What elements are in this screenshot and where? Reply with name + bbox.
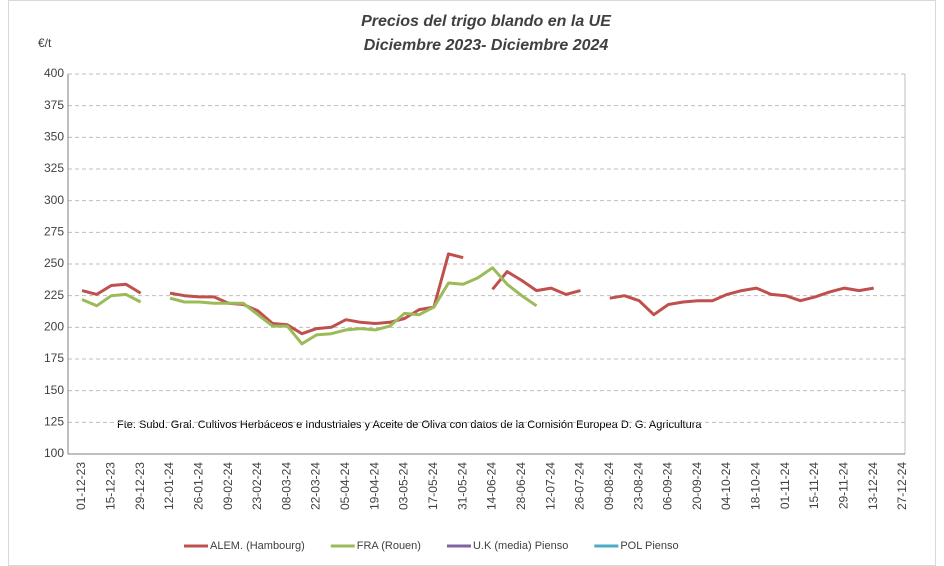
x-tick-label: 17-05-24	[426, 462, 440, 510]
x-tick-label: 12-07-24	[543, 462, 557, 510]
x-tick-label: 26-07-24	[573, 462, 587, 510]
y-tick-label: 325	[44, 161, 64, 175]
y-tick-label: 175	[44, 351, 64, 365]
x-tick-label: 01-11-24	[778, 462, 792, 509]
x-tick-label: 20-09-24	[690, 462, 704, 510]
x-tick-label: 05-04-24	[338, 462, 352, 510]
x-tick-label: 23-02-24	[250, 462, 264, 510]
x-tick-label: 18-10-24	[749, 462, 763, 510]
legend-label: FRA (Rouen)	[357, 540, 421, 552]
x-tick-label: 27-12-24	[895, 462, 909, 510]
source-note: Fte: Subd. Gral. Cultivos Herbáceos e In…	[117, 419, 702, 431]
y-tick-label: 350	[44, 130, 64, 144]
y-tick-label: 375	[44, 98, 64, 112]
x-tick-label: 08-03-24	[279, 462, 293, 510]
y-axis-label: €/t	[38, 36, 52, 50]
x-tick-label: 01-12-23	[74, 462, 88, 510]
y-tick-label: 100	[44, 446, 64, 460]
x-tick-label: 29-11-24	[837, 462, 851, 509]
y-tick-label: 300	[44, 193, 64, 207]
x-tick-label: 31-05-24	[455, 462, 469, 510]
x-tick-label: 09-08-24	[602, 462, 616, 510]
x-tick-label: 03-05-24	[397, 462, 411, 510]
x-tick-label: 23-08-24	[631, 462, 645, 510]
y-tick-label: 225	[44, 288, 64, 302]
series-line	[81, 252, 874, 336]
chart-title: Precios del trigo blando en la UE	[361, 13, 612, 30]
x-tick-label: 29-12-23	[133, 462, 147, 510]
y-tick-label: 275	[44, 225, 64, 239]
chart-subtitle: Diciembre 2023- Diciembre 2024	[364, 37, 609, 54]
series-line	[81, 266, 538, 346]
x-tick-label: 15-11-24	[807, 462, 821, 509]
x-tick-label: 09-02-24	[221, 462, 235, 510]
chart-border	[8, 0, 936, 566]
x-tick-label: 15-12-23	[103, 462, 117, 510]
x-tick-label: 14-06-24	[485, 462, 499, 510]
x-tick-label: 12-01-24	[162, 462, 176, 510]
y-tick-label: 150	[44, 383, 64, 397]
x-tick-label: 04-10-24	[719, 462, 733, 510]
legend-label: POL Pienso	[620, 540, 678, 552]
legend-label: U.K (media) Pienso	[473, 540, 568, 552]
x-tick-label: 13-12-24	[866, 462, 880, 510]
y-tick-label: 400	[44, 66, 64, 80]
legend-label: ALEM. (Hambourg)	[210, 540, 305, 552]
x-tick-label: 28-06-24	[514, 462, 528, 510]
y-tick-label: 250	[44, 256, 64, 270]
y-tick-label: 125	[44, 415, 64, 429]
x-tick-label: 26-01-24	[191, 462, 205, 510]
x-tick-label: 19-04-24	[367, 462, 381, 510]
x-tick-label: 06-09-24	[661, 462, 675, 510]
y-tick-label: 200	[44, 320, 64, 334]
x-tick-label: 22-03-24	[309, 462, 323, 510]
